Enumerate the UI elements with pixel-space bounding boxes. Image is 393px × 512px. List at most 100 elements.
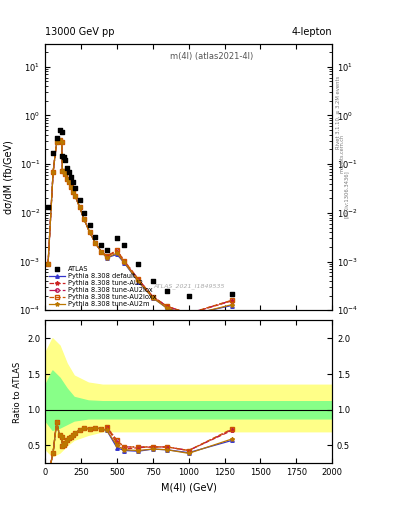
Pythia 8.308 tune-AU2m (60, 167, 65, 174)
Text: m(4l) (atlas2021-4l): m(4l) (atlas2021-4l) (170, 52, 253, 60)
Pythia 8.308 tune-AU2 (82, 216, 86, 222)
Pythia 8.308 tune-AU2 (73, 193, 78, 199)
Line: Pythia 8.308 tune-AU2loxx: Pythia 8.308 tune-AU2loxx (46, 138, 233, 315)
Pythia 8.308 tune-AU2lox (230, 297, 234, 304)
Pythia 8.308 default (57, 137, 62, 143)
Pythia 8.308 default (105, 254, 109, 261)
Pythia 8.308 tune-AU2m (186, 312, 191, 318)
Pythia 8.308 tune-AU2lox (51, 169, 55, 176)
Pythia 8.308 tune-AU2m (105, 254, 109, 261)
Pythia 8.308 tune-AU2lox (63, 171, 68, 177)
Pythia 8.308 tune-AU2loxx (73, 193, 78, 199)
Pythia 8.308 tune-AU2 (105, 253, 109, 259)
Pythia 8.308 tune-AU2 (122, 259, 127, 265)
Pythia 8.308 tune-AU2loxx (77, 204, 82, 210)
Pythia 8.308 tune-AU2loxx (151, 293, 155, 300)
Pythia 8.308 tune-AU2m (54, 139, 59, 145)
Pythia 8.308 tune-AU2 (93, 240, 98, 246)
Pythia 8.308 tune-AU2loxx (165, 303, 169, 309)
Pythia 8.308 tune-AU2loxx (93, 240, 98, 246)
ATLAS (81, 209, 87, 217)
Pythia 8.308 default (61, 168, 66, 174)
Pythia 8.308 default (115, 251, 119, 258)
Pythia 8.308 tune-AU2lox (60, 167, 65, 174)
Pythia 8.308 tune-AU2 (60, 167, 65, 174)
ATLAS (68, 173, 74, 181)
Pythia 8.308 tune-AU2loxx (122, 258, 127, 264)
Text: 13000 GeV pp: 13000 GeV pp (45, 27, 115, 37)
Pythia 8.308 tune-AU2 (61, 168, 66, 174)
Pythia 8.308 tune-AU2 (87, 229, 92, 236)
Pythia 8.308 tune-AU2m (82, 216, 86, 222)
Pythia 8.308 tune-AU2loxx (46, 261, 50, 267)
ATLAS (98, 241, 104, 249)
Pythia 8.308 tune-AU2 (99, 248, 103, 254)
Pythia 8.308 tune-AU2loxx (230, 297, 234, 304)
ATLAS (70, 178, 76, 186)
ATLAS (66, 167, 72, 176)
ATLAS (53, 134, 60, 142)
Pythia 8.308 tune-AU2 (165, 303, 169, 309)
ATLAS (61, 153, 67, 161)
Pythia 8.308 tune-AU2lox (93, 240, 98, 246)
ATLAS (57, 126, 63, 134)
ATLAS (121, 241, 127, 249)
Pythia 8.308 tune-AU2lox (59, 139, 64, 145)
Legend: ATLAS, Pythia 8.308 default, Pythia 8.308 tune-AU2, Pythia 8.308 tune-AU2lox, Py: ATLAS, Pythia 8.308 default, Pythia 8.30… (47, 265, 158, 308)
Pythia 8.308 tune-AU2 (66, 179, 71, 185)
Pythia 8.308 tune-AU2lox (99, 248, 103, 254)
Text: 4-lepton: 4-lepton (292, 27, 332, 37)
ATLAS (72, 183, 79, 191)
Pythia 8.308 tune-AU2m (73, 193, 78, 199)
Pythia 8.308 tune-AU2 (136, 277, 141, 283)
Pythia 8.308 tune-AU2m (61, 168, 66, 174)
Pythia 8.308 tune-AU2m (93, 240, 98, 246)
Pythia 8.308 tune-AU2 (69, 184, 73, 190)
Y-axis label: Ratio to ATLAS: Ratio to ATLAS (13, 361, 22, 422)
Pythia 8.308 default (63, 171, 68, 177)
Pythia 8.308 tune-AU2 (186, 311, 191, 317)
Pythia 8.308 tune-AU2loxx (63, 171, 68, 177)
Pythia 8.308 default (77, 204, 82, 210)
Pythia 8.308 tune-AU2m (71, 189, 75, 195)
Pythia 8.308 default (66, 179, 71, 185)
Pythia 8.308 tune-AU2 (57, 137, 62, 143)
Pythia 8.308 tune-AU2loxx (59, 139, 64, 145)
Pythia 8.308 tune-AU2 (51, 169, 55, 176)
ATLAS (164, 287, 170, 295)
Pythia 8.308 tune-AU2 (230, 298, 234, 304)
Pythia 8.308 tune-AU2loxx (57, 137, 62, 143)
ATLAS (86, 221, 93, 229)
Pythia 8.308 default (93, 240, 98, 246)
ATLAS (62, 156, 68, 164)
Pythia 8.308 default (73, 193, 78, 199)
Pythia 8.308 tune-AU2 (151, 293, 155, 300)
Pythia 8.308 tune-AU2lox (136, 276, 141, 283)
Pythia 8.308 tune-AU2lox (61, 168, 66, 174)
Pythia 8.308 default (136, 279, 141, 285)
Pythia 8.308 tune-AU2m (230, 302, 234, 308)
Pythia 8.308 tune-AU2m (66, 179, 71, 185)
Pythia 8.308 tune-AU2m (69, 184, 73, 190)
Pythia 8.308 tune-AU2loxx (69, 184, 73, 190)
Pythia 8.308 tune-AU2loxx (136, 276, 141, 283)
Pythia 8.308 default (87, 229, 92, 236)
ATLAS (104, 246, 110, 254)
Pythia 8.308 tune-AU2 (65, 176, 70, 182)
Pythia 8.308 default (151, 295, 155, 301)
ATLAS (50, 149, 56, 157)
Pythia 8.308 default (65, 176, 70, 182)
Pythia 8.308 default (71, 189, 75, 195)
Pythia 8.308 default (60, 167, 65, 174)
Pythia 8.308 default (99, 248, 103, 254)
Pythia 8.308 tune-AU2loxx (65, 176, 70, 182)
Pythia 8.308 tune-AU2loxx (99, 248, 103, 254)
Pythia 8.308 default (69, 184, 73, 190)
Text: ATLAS_2021_I1849535: ATLAS_2021_I1849535 (153, 283, 224, 289)
ATLAS (64, 163, 71, 172)
Pythia 8.308 default (230, 303, 234, 309)
Pythia 8.308 tune-AU2lox (105, 253, 109, 259)
Pythia 8.308 tune-AU2loxx (51, 169, 55, 176)
Pythia 8.308 tune-AU2loxx (61, 168, 66, 174)
Line: Pythia 8.308 tune-AU2lox: Pythia 8.308 tune-AU2lox (46, 138, 233, 315)
